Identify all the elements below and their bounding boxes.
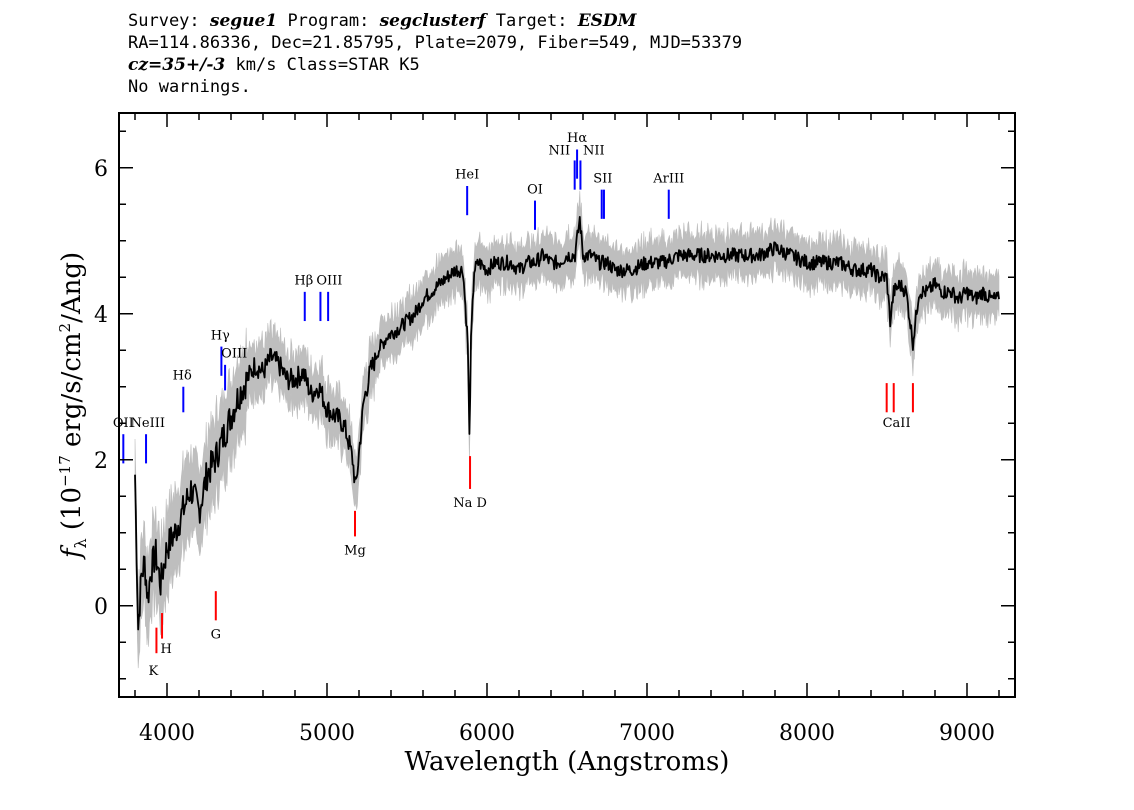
line-label-g: G <box>211 628 221 643</box>
class-text: km/s Class=STAR K5 <box>225 55 420 75</box>
line-label-k: K <box>149 664 159 679</box>
x-tick-label: 7000 <box>619 721 675 746</box>
axis-ticks: 4000 5000 6000 7000 8000 9000 0 2 4 6 <box>94 113 1015 746</box>
line-label-hg: Hγ <box>211 328 230 343</box>
spectrum-header: Survey: segue1 Program: segclusterf Targ… <box>128 10 742 98</box>
line-label-oiii_b: OIII <box>316 274 342 289</box>
header-line-2: RA=114.86336, Dec=21.85795, Plate=2079, … <box>128 33 743 53</box>
target-label: Target: <box>495 11 568 31</box>
line-label-hb: Hβ <box>294 274 313 289</box>
survey-value: segue1 <box>209 11 278 31</box>
line-label-ariii: ArIII <box>652 171 684 186</box>
header-line-1: Survey: segue1 Program: segclusterf Targ… <box>128 10 742 32</box>
line-label-hd: Hδ <box>173 368 192 383</box>
line-label-oi: OI <box>527 182 543 197</box>
plot-frame <box>118 112 1016 698</box>
error-band <box>134 190 1000 669</box>
line-label-sii: SII <box>593 171 612 186</box>
y-tick-label: 4 <box>94 303 108 328</box>
y-tick-label: 2 <box>94 449 108 474</box>
x-tick-label: 5000 <box>299 721 355 746</box>
program-label: Program: <box>287 11 370 31</box>
x-tick-label: 8000 <box>779 721 835 746</box>
error-envelope <box>134 190 1000 669</box>
survey-label: Survey: <box>128 11 200 31</box>
spectrum-line <box>134 215 1000 631</box>
x-tick-label: 6000 <box>459 721 515 746</box>
header-line-4: No warnings. <box>128 77 251 97</box>
header-line-3: cz=35+/-3 km/s Class=STAR K5 <box>128 54 742 76</box>
program-value: segclusterf <box>379 11 486 31</box>
line-label-caii: CaII <box>883 416 911 431</box>
line-label-ha: Hα <box>567 131 587 146</box>
x-axis-title: Wavelength (Angstroms) <box>405 747 730 777</box>
line-label-h: H <box>161 642 172 657</box>
x-tick-label: 9000 <box>939 721 995 746</box>
line-label-nii_b: NII <box>583 144 605 159</box>
line-label-mg: Mg <box>344 544 366 559</box>
spectrum-series <box>134 215 1000 631</box>
y-axis-title: fλ (10−17 erg/s/cm2/Ang) <box>56 252 90 560</box>
target-value: ESDM <box>577 11 637 31</box>
line-label-nii_a: NII <box>549 144 571 159</box>
x-tick-label: 4000 <box>139 721 195 746</box>
line-label-neiii: NeIII <box>131 416 165 431</box>
y-tick-label: 0 <box>94 595 108 620</box>
line-label-oiii_a: OIII <box>221 347 247 362</box>
y-tick-label: 6 <box>94 157 108 182</box>
line-label-nad: Na D <box>453 496 487 511</box>
line-label-hei: HeI <box>455 168 479 183</box>
redshift-value: cz=35+/-3 <box>128 55 226 75</box>
